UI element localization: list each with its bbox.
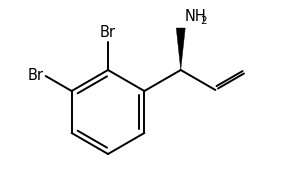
Text: 2: 2 [201, 16, 207, 26]
Text: Br: Br [100, 25, 116, 40]
Text: NH: NH [185, 9, 206, 24]
Polygon shape [176, 28, 185, 70]
Text: Br: Br [28, 68, 43, 84]
